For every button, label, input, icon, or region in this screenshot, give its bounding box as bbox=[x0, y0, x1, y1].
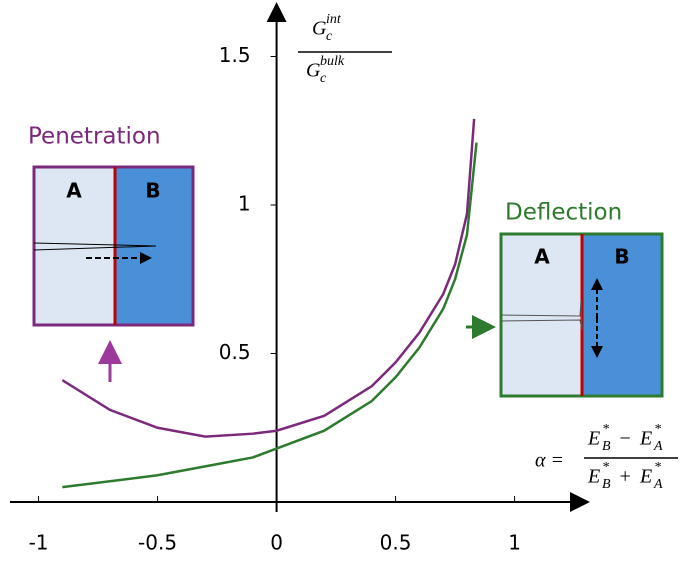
math: * bbox=[602, 422, 609, 437]
math: A bbox=[653, 477, 663, 492]
math: E bbox=[587, 466, 600, 488]
annotation: Deflection bbox=[505, 200, 622, 226]
y-tick-label: 0.5 bbox=[219, 340, 251, 364]
crack bbox=[33, 242, 157, 251]
x-tick-label: -1 bbox=[29, 531, 49, 555]
line-series bbox=[61, 118, 476, 438]
math: E bbox=[639, 466, 652, 488]
math: A bbox=[653, 439, 663, 454]
math: bulk bbox=[320, 54, 345, 69]
math: E bbox=[587, 428, 600, 450]
x-tick-label: -0.5 bbox=[138, 531, 177, 555]
x-tick-label: 0 bbox=[270, 531, 283, 555]
label: A bbox=[534, 245, 550, 269]
math: + bbox=[618, 466, 632, 488]
math: G bbox=[306, 60, 321, 82]
math: B bbox=[602, 439, 611, 454]
material-b bbox=[582, 234, 662, 396]
label: A bbox=[66, 179, 82, 203]
x-tick-label: 0.5 bbox=[380, 531, 412, 555]
material-a bbox=[34, 167, 115, 325]
penetration-inset: Penetration A B bbox=[28, 124, 195, 382]
math: G bbox=[312, 18, 327, 40]
y-tick-label: 1 bbox=[238, 191, 251, 215]
math: E bbox=[639, 428, 652, 450]
line-series bbox=[62, 142, 478, 489]
math: B bbox=[602, 477, 611, 492]
annotation: Penetration bbox=[28, 124, 161, 150]
x-axis-label: α = bbox=[535, 450, 564, 472]
math: * bbox=[654, 422, 661, 437]
math: c bbox=[320, 71, 327, 86]
x-tick-label: 1 bbox=[508, 531, 521, 555]
math: − bbox=[618, 428, 632, 450]
math: c bbox=[326, 29, 333, 44]
math: * bbox=[654, 460, 661, 475]
math: * bbox=[602, 460, 609, 475]
crack bbox=[500, 299, 583, 331]
y-tick-label: 1.5 bbox=[219, 43, 251, 67]
deflection-inset: Deflection A B bbox=[466, 200, 664, 398]
math: int bbox=[326, 12, 342, 27]
label: B bbox=[614, 245, 629, 269]
label: B bbox=[145, 179, 160, 203]
